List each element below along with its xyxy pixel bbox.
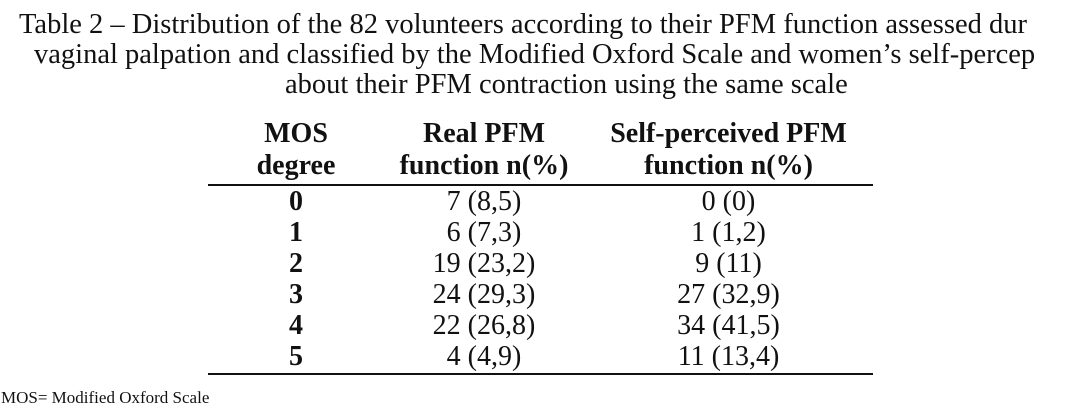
cell-real-pfm: 24 (29,3) (432, 279, 536, 310)
cell-self-perceived-pfm: 9 (11) (695, 248, 762, 279)
cell-degree: 1 (289, 217, 303, 248)
header-self-perceived-pfm-line1: Self-perceived PFM (610, 118, 847, 149)
table-row: 0 7 (8,5) 0 (0) (208, 185, 873, 217)
distribution-table: MOS Real PFM Self-perceived PFM degree f… (208, 118, 873, 375)
table-caption: Table 2 – Distribution of the 82 volunte… (0, 10, 1080, 100)
cell-degree: 5 (208, 341, 384, 375)
table-row: 3 24 (29,3) 27 (32,9) (208, 279, 873, 310)
table-row: 1 6 (7,3) 1 (1,2) (208, 217, 873, 248)
header-real-pfm-line2: function n(%) (384, 150, 584, 186)
cell-degree: 4 (289, 310, 303, 341)
cell-self-perceived-pfm: 1 (1,2) (691, 217, 766, 248)
cell-degree: 2 (289, 248, 303, 279)
cell-self-perceived-pfm: 34 (41,5) (677, 310, 780, 341)
caption-line-1: Table 2 – Distribution of the 82 volunte… (19, 10, 1027, 40)
table-row: 2 19 (23,2) 9 (11) (208, 248, 873, 279)
cell-real-pfm: 22 (26,8) (432, 310, 536, 341)
cell-degree: 0 (289, 186, 303, 217)
header-row-2: degree function n(%) function n(%) (208, 150, 873, 186)
header-mos-degree-line2: degree (208, 150, 384, 186)
cell-real-pfm: 7 (8,5) (446, 186, 522, 217)
header-self-perceived-pfm-line2: function n(%) (584, 150, 873, 186)
cell-real-pfm: 4 (4,9) (384, 341, 584, 375)
table-footnote: MOS= Modified Oxford Scale (1, 388, 210, 407)
table-body: 0 7 (8,5) 0 (0) 1 6 (7,3) 1 (1,2) 2 19 (… (208, 185, 873, 375)
header-mos-degree-line1: MOS (264, 118, 328, 149)
table-row: 5 4 (4,9) 11 (13,4) (208, 341, 873, 375)
cell-real-pfm: 19 (23,2) (432, 248, 536, 279)
caption-line-3: about their PFM contraction using the sa… (285, 69, 848, 100)
table-row: 4 22 (26,8) 34 (41,5) (208, 310, 873, 341)
cell-self-perceived-pfm: 27 (32,9) (677, 279, 780, 310)
caption-line-2: vaginal palpation and classified by the … (34, 39, 1036, 70)
cell-degree: 3 (289, 279, 303, 310)
cell-real-pfm: 6 (7,3) (446, 217, 522, 248)
cell-self-perceived-pfm: 0 (0) (701, 186, 756, 217)
table-header: MOS Real PFM Self-perceived PFM degree f… (208, 118, 873, 186)
header-row-1: MOS Real PFM Self-perceived PFM (208, 118, 873, 150)
header-real-pfm-line1: Real PFM (422, 118, 546, 149)
cell-self-perceived-pfm: 11 (13,4) (584, 341, 873, 375)
